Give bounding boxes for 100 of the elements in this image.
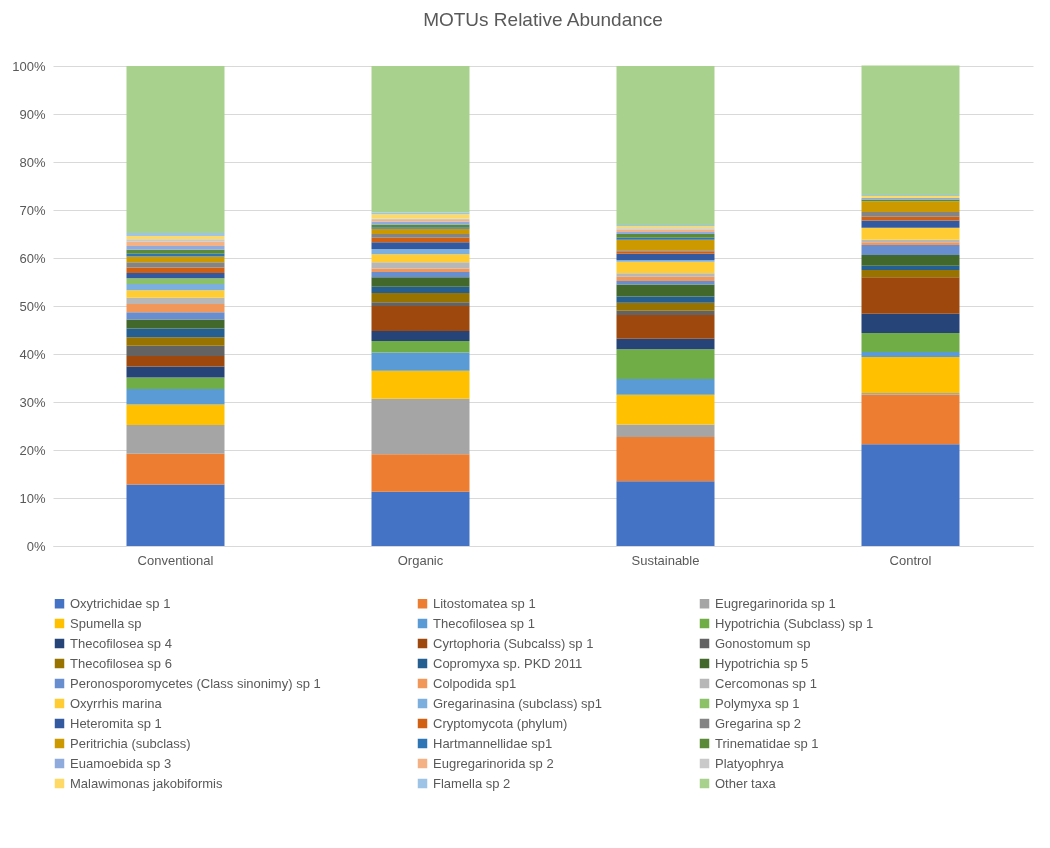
- y-tick-label: 0%: [26, 538, 46, 554]
- legend-label: Other taxa: [715, 775, 777, 791]
- bar: [126, 484, 225, 546]
- bar: [371, 248, 470, 255]
- x-tick-label: Organic: [397, 552, 444, 568]
- bar: [371, 214, 470, 219]
- bar: [616, 273, 715, 277]
- bar: [616, 284, 715, 297]
- bar: [861, 245, 960, 256]
- bar: [126, 241, 225, 246]
- legend-label: Flamella sp 2: [433, 775, 511, 791]
- y-tick-label: 40%: [19, 346, 46, 362]
- bar: [371, 293, 470, 303]
- y-tick-label: 60%: [19, 250, 46, 266]
- bar: [861, 220, 960, 228]
- bar: [371, 341, 470, 353]
- bar: [616, 239, 715, 251]
- bar: [126, 297, 225, 305]
- legend-label: Thecofilosea sp 6: [70, 655, 172, 671]
- legend-label: Euamoebida sp 3: [70, 755, 172, 771]
- legend-label: Eugregarinorida sp 2: [433, 755, 554, 771]
- bar: [126, 337, 225, 346]
- bar: [126, 366, 225, 378]
- bar: [616, 261, 715, 274]
- legend-label: Oxyrrhis marina: [70, 695, 163, 711]
- bar: [371, 271, 470, 278]
- bar: [861, 201, 960, 212]
- bar: [126, 278, 225, 284]
- bar: [126, 239, 225, 242]
- bar: [861, 65, 960, 196]
- y-tick-label: 90%: [19, 106, 46, 122]
- bar: [371, 234, 470, 238]
- x-tick-label: Sustainable: [631, 552, 700, 568]
- y-tick-label: 30%: [19, 394, 46, 410]
- bar: [861, 265, 960, 270]
- legend-label: Cercomonas sp 1: [715, 675, 817, 691]
- bar: [371, 242, 470, 249]
- bar: [616, 66, 715, 225]
- bar: [371, 454, 470, 492]
- bar: [126, 272, 225, 279]
- legend-label: Thecofilosea sp 1: [433, 615, 535, 631]
- bar: [126, 66, 225, 234]
- bar: [126, 283, 225, 291]
- legend-label: Cyrtophoria (Subcalss) sp 1: [433, 635, 594, 651]
- bar: [371, 254, 470, 263]
- y-tick-label: 20%: [19, 442, 46, 458]
- legend-label: Litostomatea sp 1: [433, 595, 536, 611]
- bar: [126, 355, 225, 367]
- bar: [861, 444, 960, 546]
- bar: [371, 330, 470, 342]
- bar: [616, 481, 715, 546]
- bar: [616, 349, 715, 379]
- bar: [861, 255, 960, 266]
- x-tick-label: Control: [889, 552, 932, 568]
- legend-label: Copromyxa sp. PKD 2011: [433, 655, 583, 671]
- bar: [371, 370, 470, 399]
- bar: [861, 277, 960, 314]
- bar: [616, 296, 715, 303]
- bar: [126, 453, 225, 485]
- legend-label: Thecofilosea sp 4: [70, 635, 172, 651]
- bar: [126, 267, 225, 273]
- bar: [616, 424, 715, 438]
- bar: [616, 315, 715, 339]
- bar: [126, 389, 225, 405]
- bar: [616, 437, 715, 482]
- bar: [126, 304, 225, 313]
- bar: [616, 302, 715, 311]
- bar: [371, 237, 470, 243]
- bar: [616, 378, 715, 395]
- bar: [371, 352, 470, 371]
- bar: [861, 216, 960, 221]
- y-tick-label: 70%: [19, 202, 46, 218]
- legend-label: Gonostomum sp: [715, 635, 811, 651]
- bar: [371, 302, 470, 306]
- legend-label: Platyophrya: [715, 755, 785, 771]
- bar: [126, 253, 225, 257]
- legend-label: Eugregarinorida sp 1: [715, 595, 836, 611]
- legend-label: Trinematidae sp 1: [715, 735, 819, 751]
- bar: [371, 262, 470, 269]
- legend-label: Peritrichia (subclass): [70, 735, 191, 751]
- bar: [371, 277, 470, 287]
- bar: [616, 310, 715, 316]
- legend-label: Cryptomycota (phylum): [433, 715, 568, 731]
- y-tick-label: 10%: [19, 490, 46, 506]
- bar: [616, 253, 715, 260]
- bar: [861, 313, 960, 333]
- legend-label: Peronosporomycetes (Class sinonimy) sp 1: [70, 675, 321, 691]
- bar: [126, 345, 225, 356]
- bar: [371, 66, 470, 213]
- bar: [861, 227, 960, 240]
- bar: [861, 211, 960, 217]
- legend-label: Polymyxa sp 1: [715, 695, 800, 711]
- bar: [126, 328, 225, 338]
- legend-label: Colpodida sp1: [433, 675, 517, 691]
- bar: [126, 377, 225, 390]
- bar: [861, 394, 960, 445]
- bar: [371, 228, 470, 234]
- bar: [616, 394, 715, 425]
- bar: [126, 312, 225, 320]
- y-tick-label: 50%: [19, 298, 46, 314]
